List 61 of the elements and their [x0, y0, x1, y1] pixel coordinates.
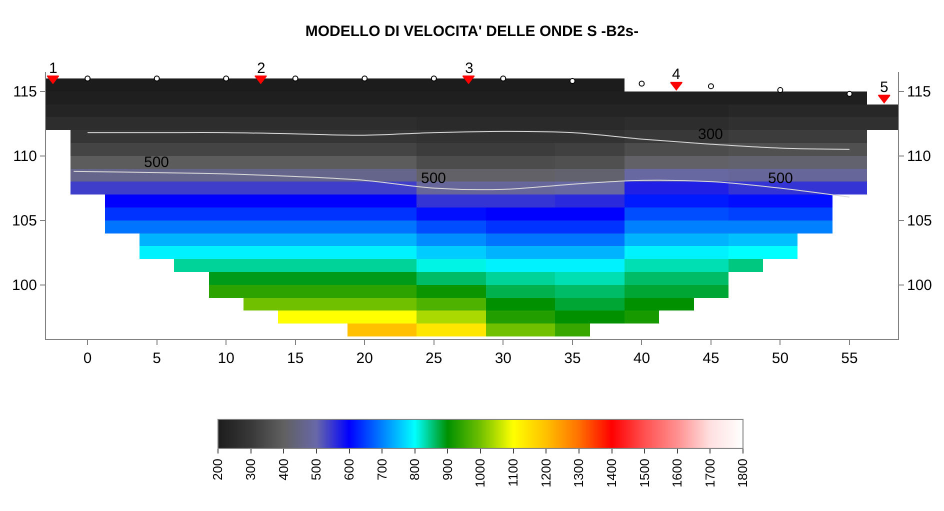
- point: [777, 87, 784, 94]
- point: [362, 75, 368, 82]
- color-bar-label: 400: [276, 458, 291, 480]
- color-bar-label: 900: [440, 458, 455, 480]
- x-tick-label: 40: [633, 350, 650, 367]
- color-bar-label: 800: [407, 458, 422, 480]
- point: [708, 83, 714, 90]
- y-tick-label: 115: [13, 84, 37, 101]
- point: [846, 90, 853, 97]
- x-tick-label: 30: [494, 350, 512, 367]
- annotation: 1: [49, 60, 58, 77]
- color-bar-label: 1700: [702, 458, 718, 488]
- chart-title: MODELLO DI VELOCITA' DELLE ONDE S -B2s-: [305, 23, 639, 40]
- y-tick-label: 100: [12, 277, 37, 294]
- line-series: [87, 130, 850, 150]
- y2-tick-label: 110: [907, 148, 931, 166]
- annotation: 300: [698, 126, 724, 143]
- annotation: 500: [421, 170, 446, 187]
- color-bar-label: 1600: [670, 458, 685, 488]
- x-tick-label: 15: [287, 350, 304, 367]
- line-series: [73, 170, 850, 198]
- x-tick-label: 20: [356, 350, 373, 367]
- point: [638, 80, 645, 87]
- point: [292, 75, 298, 82]
- point: [223, 75, 230, 82]
- annotation: 3: [465, 60, 474, 77]
- y2-tick-label: 105: [907, 212, 932, 230]
- point: [569, 78, 576, 84]
- x-tick-label: 50: [772, 350, 789, 367]
- x-tick-label: 5: [152, 350, 161, 367]
- color-bar-label: 1800: [735, 458, 750, 488]
- annotation: 4: [672, 66, 680, 83]
- color-bar-label: 1100: [506, 458, 521, 487]
- color-bar-label: 600: [341, 458, 356, 480]
- y2-tick-label: 115: [907, 84, 931, 101]
- annotation: 500: [768, 170, 794, 187]
- point: [430, 75, 437, 82]
- x-tick-label: 10: [218, 350, 234, 367]
- color-bar-label: 1500: [636, 458, 652, 488]
- annotation: 5: [880, 79, 888, 96]
- y-tick-label: 105: [12, 212, 37, 230]
- color-bar-label: 500: [308, 458, 324, 480]
- point: [84, 75, 91, 82]
- y2-tick-label: 100: [907, 277, 932, 294]
- color-bar-label: 1200: [538, 458, 554, 488]
- color-bar-label: 200: [210, 458, 226, 480]
- color-bar-label: 700: [374, 458, 390, 480]
- x-tick-label: 35: [564, 350, 581, 367]
- point: [500, 75, 506, 82]
- color-bar-label: 300: [243, 458, 258, 480]
- color-bar-label: 1300: [571, 458, 586, 488]
- x-tick-label: 25: [426, 350, 442, 367]
- color-bar-label: 1400: [604, 458, 619, 488]
- x-tick-label: 55: [841, 350, 858, 367]
- annotation: 2: [257, 60, 266, 77]
- color-bar-label: 1000: [472, 458, 488, 488]
- point: [154, 75, 160, 82]
- annotation: 500: [144, 154, 170, 171]
- x-tick-label: 0: [83, 350, 92, 367]
- x-tick-label: 45: [702, 350, 720, 367]
- y-tick-label: 110: [13, 148, 37, 166]
